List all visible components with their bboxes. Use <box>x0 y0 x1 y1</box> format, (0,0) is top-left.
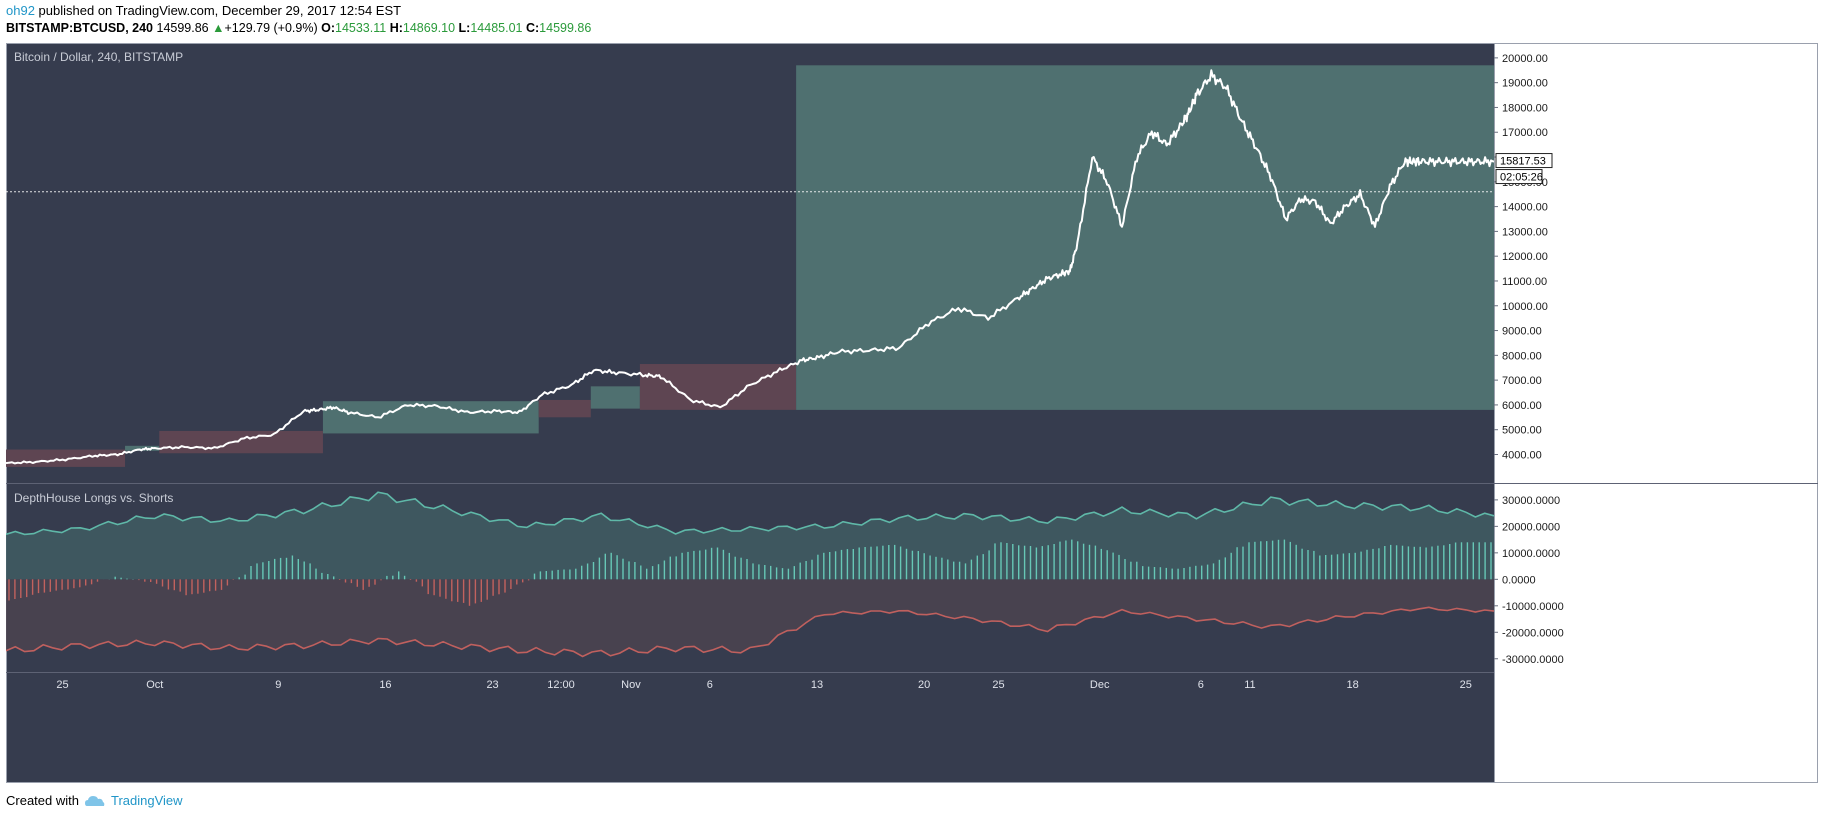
chart-frame[interactable]: Bitcoin / Dollar, 240, BITSTAMP 20000.00 1… <box>6 43 1818 783</box>
close-label: C: <box>525 21 540 35</box>
time-axis-label: Oct <box>146 679 163 691</box>
time-axis-label: 13 <box>811 679 823 691</box>
high-value: 14869.10 <box>402 21 456 35</box>
price-axis-label: 17000.00 <box>1502 127 1548 139</box>
last-price-box <box>1495 153 1553 169</box>
username-link[interactable]: oh92 <box>6 3 35 18</box>
shorts-area-fill <box>6 579 1494 657</box>
price-axis-label: 6000.00 <box>1502 400 1542 412</box>
range-box-red <box>639 364 797 410</box>
time-axis-label: 20 <box>918 679 930 691</box>
price-axis-label: 19000.00 <box>1502 78 1548 90</box>
price-chart-title: Bitcoin / Dollar, 240, BITSTAMP <box>14 50 183 64</box>
range-box-green <box>590 386 640 409</box>
price-series-line <box>6 69 1495 465</box>
close-value: 14599.86 <box>539 21 592 35</box>
range-box-red <box>6 449 126 467</box>
time-axis-label: Dec <box>1090 679 1110 691</box>
open-value: 14533.11 <box>335 21 387 35</box>
created-with-text: Created with <box>6 793 79 808</box>
time-axis-label: 6 <box>1198 679 1204 691</box>
chart-svg[interactable]: Bitcoin / Dollar, 240, BITSTAMP 20000.00 1… <box>6 43 1818 783</box>
last-price: 14599.86 <box>156 21 209 35</box>
price-axis-label: 20000.00 <box>1502 53 1548 65</box>
time-axis-label: Nov <box>621 679 641 691</box>
price-axis-label: 4000.00 <box>1502 449 1542 461</box>
time-axis-background <box>6 672 1494 783</box>
ohlc-bar: BITSTAMP:BTCUSD, 240 14599.86 ▲+129.79 (… <box>6 21 591 35</box>
time-axis-label: 16 <box>379 679 391 691</box>
time-axis-label: 23 <box>486 679 498 691</box>
up-triangle-icon: ▲ <box>212 21 225 35</box>
countdown-label: 02:05:26 <box>1500 172 1543 184</box>
published-text: published on TradingView.com, December 2… <box>38 3 402 18</box>
longs-line <box>6 491 1495 536</box>
time-axis-label: 18 <box>1347 679 1359 691</box>
price-axis-label: 12000.00 <box>1502 251 1548 263</box>
countdown-box <box>1495 169 1543 185</box>
range-box-green <box>796 65 1494 410</box>
footer: Created with TradingView <box>6 793 183 808</box>
price-axis-label: 7000.00 <box>1502 375 1542 387</box>
time-axis-label: 25 <box>56 679 68 691</box>
price-axis-label: 13000.00 <box>1502 226 1548 238</box>
range-box-green <box>125 445 160 451</box>
price-axis-label: 8000.00 <box>1502 350 1542 362</box>
indicator-axis-label: -10000.0000 <box>1502 601 1564 613</box>
publish-info: oh92 published on TradingView.com, Decem… <box>6 3 401 18</box>
indicator-axis-label: 30000.0000 <box>1502 495 1560 507</box>
shorts-line <box>6 606 1495 658</box>
price-axis-label: 18000.00 <box>1502 102 1548 114</box>
low-label: L: <box>458 21 471 35</box>
indicator-title: DepthHouse Longs vs. Shorts <box>14 491 173 505</box>
indicator-axis-label: 10000.0000 <box>1502 548 1560 560</box>
time-axis-label: 11 <box>1244 679 1255 691</box>
last-price-label: 15817.53 <box>1500 156 1546 168</box>
high-label: H: <box>389 21 403 35</box>
price-axis-label: 11000.00 <box>1502 276 1547 288</box>
low-value: 14485.01 <box>470 21 523 35</box>
indicator-axis-label: 0.0000 <box>1502 574 1536 586</box>
price-change: +129.79 (+0.9%) <box>224 21 318 35</box>
tradingview-link[interactable]: TradingView <box>110 793 183 808</box>
time-axis-label: 12:00 <box>547 679 575 691</box>
range-box-red <box>159 430 323 454</box>
time-axis-label: 9 <box>275 679 281 691</box>
open-label: O: <box>321 21 335 35</box>
price-axis-label: 10000.00 <box>1502 301 1548 313</box>
chart-border <box>6 43 1818 783</box>
tradingview-cloud-icon <box>84 795 105 806</box>
price-axis-label: 14000.00 <box>1502 202 1548 214</box>
time-axis-label: 25 <box>992 679 1004 691</box>
longs-area-fill <box>6 492 1494 580</box>
price-axis-label: 9000.00 <box>1502 326 1542 338</box>
time-axis-label: 6 <box>707 679 713 691</box>
range-box-red <box>538 399 591 418</box>
symbol-label: BITSTAMP:BTCUSD, 240 <box>6 21 154 35</box>
time-axis-label: 25 <box>1460 679 1472 691</box>
price-axis-label: 5000.00 <box>1502 425 1542 437</box>
indicator-axis-label: -30000.0000 <box>1502 654 1564 666</box>
indicator-axis-label: 20000.0000 <box>1502 521 1560 533</box>
indicator-axis-label: -20000.0000 <box>1502 627 1564 639</box>
